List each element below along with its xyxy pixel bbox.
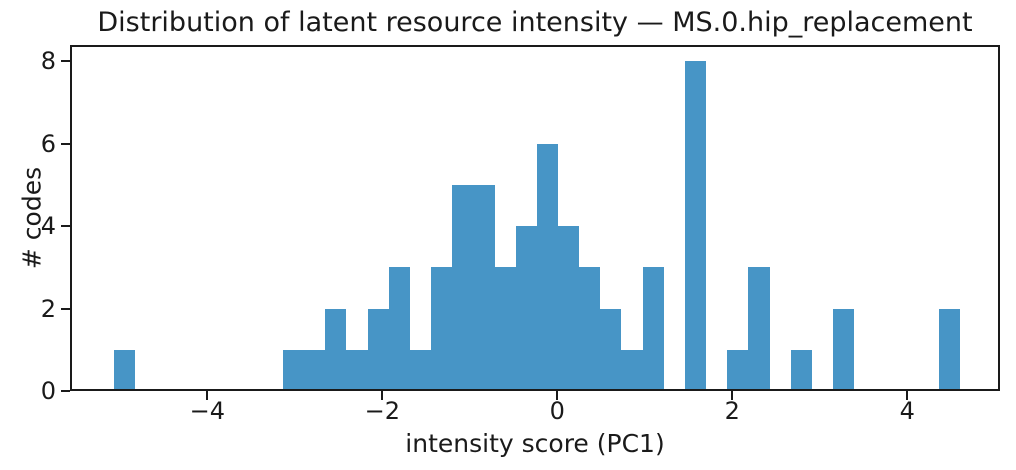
y-tick-mark: [61, 225, 70, 228]
histogram-bar: [685, 61, 706, 391]
plot-area: [70, 45, 1000, 391]
histogram-bar: [410, 349, 431, 391]
histogram-bar: [791, 349, 812, 391]
y-tick-label: 2: [40, 294, 56, 323]
x-axis-label: intensity score (PC1): [405, 429, 665, 458]
histogram-bar: [283, 349, 304, 391]
histogram-bar: [600, 308, 621, 391]
histogram-bar: [727, 349, 748, 391]
y-tick-label: 8: [40, 47, 56, 76]
x-tick-mark: [906, 391, 909, 400]
histogram-bar: [516, 226, 537, 391]
x-tick-mark: [731, 391, 734, 400]
histogram-bar: [643, 267, 664, 391]
x-tick-label: −2: [364, 397, 401, 425]
histogram-bar: [368, 308, 389, 391]
histogram-bar: [304, 349, 325, 391]
y-tick-label: 4: [40, 212, 56, 241]
histogram-bar: [748, 267, 770, 391]
histogram-bar: [389, 267, 410, 391]
x-tick-mark: [381, 391, 384, 400]
chart-title: Distribution of latent resource intensit…: [97, 7, 973, 38]
histogram-bar: [473, 185, 495, 391]
y-tick-mark: [61, 390, 70, 392]
x-tick-label: 2: [724, 397, 740, 425]
histogram-bar: [325, 308, 346, 391]
histogram-bar: [558, 226, 579, 391]
histogram-bar: [621, 349, 643, 391]
y-tick-mark: [61, 60, 70, 63]
y-tick-label: 6: [40, 129, 56, 158]
y-tick-mark: [61, 142, 70, 145]
histogram-bar: [495, 267, 516, 391]
x-tick-label: −4: [189, 397, 226, 425]
x-tick-label: 4: [899, 397, 915, 425]
histogram-bar: [114, 349, 135, 391]
y-tick-mark: [61, 307, 70, 310]
histogram-bar: [452, 185, 473, 391]
x-tick-mark: [206, 391, 209, 400]
histogram-bar: [431, 267, 452, 391]
histogram-bar: [939, 308, 960, 391]
histogram-bar: [537, 143, 558, 391]
histogram-bar: [346, 349, 368, 391]
x-tick-label: 0: [549, 397, 565, 425]
histogram-bar: [579, 267, 600, 391]
y-tick-label: 0: [40, 377, 56, 405]
x-tick-mark: [556, 391, 559, 400]
histogram-bar: [833, 308, 854, 391]
